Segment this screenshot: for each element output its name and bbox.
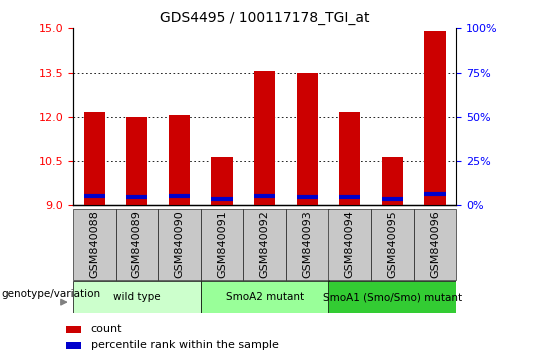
Bar bbox=[424, 31, 445, 205]
Bar bbox=[73, 281, 201, 313]
Bar bbox=[296, 73, 318, 205]
Bar bbox=[328, 209, 371, 280]
Bar bbox=[158, 209, 201, 280]
Text: wild type: wild type bbox=[113, 292, 160, 302]
Bar bbox=[168, 115, 190, 205]
Bar bbox=[126, 117, 147, 205]
Text: GSM840091: GSM840091 bbox=[217, 210, 227, 278]
Text: GSM840094: GSM840094 bbox=[345, 210, 355, 278]
Text: count: count bbox=[91, 324, 123, 334]
Text: GSM840088: GSM840088 bbox=[89, 210, 99, 278]
Bar bbox=[286, 209, 328, 280]
Text: SmoA2 mutant: SmoA2 mutant bbox=[226, 292, 303, 302]
Text: percentile rank within the sample: percentile rank within the sample bbox=[91, 340, 279, 350]
Text: SmoA1 (Smo/Smo) mutant: SmoA1 (Smo/Smo) mutant bbox=[323, 292, 462, 302]
Bar bbox=[66, 342, 80, 349]
Text: GSM840096: GSM840096 bbox=[430, 210, 440, 278]
Bar bbox=[84, 113, 105, 205]
Bar bbox=[73, 209, 116, 280]
Bar bbox=[254, 71, 275, 205]
Bar bbox=[201, 209, 244, 280]
Bar bbox=[211, 156, 233, 205]
Text: GSM840089: GSM840089 bbox=[132, 210, 142, 278]
Bar bbox=[382, 156, 403, 205]
Text: genotype/variation: genotype/variation bbox=[2, 289, 100, 299]
Bar bbox=[328, 281, 456, 313]
Bar bbox=[339, 113, 361, 205]
Bar bbox=[371, 209, 414, 280]
Text: GSM840092: GSM840092 bbox=[260, 210, 269, 278]
Bar bbox=[414, 209, 456, 280]
Title: GDS4495 / 100117178_TGI_at: GDS4495 / 100117178_TGI_at bbox=[160, 11, 369, 24]
Bar bbox=[201, 281, 328, 313]
Text: GSM840090: GSM840090 bbox=[174, 210, 184, 278]
Bar bbox=[116, 209, 158, 280]
Bar bbox=[244, 209, 286, 280]
Text: GSM840093: GSM840093 bbox=[302, 210, 312, 278]
Bar bbox=[66, 326, 80, 333]
Text: GSM840095: GSM840095 bbox=[387, 210, 397, 278]
